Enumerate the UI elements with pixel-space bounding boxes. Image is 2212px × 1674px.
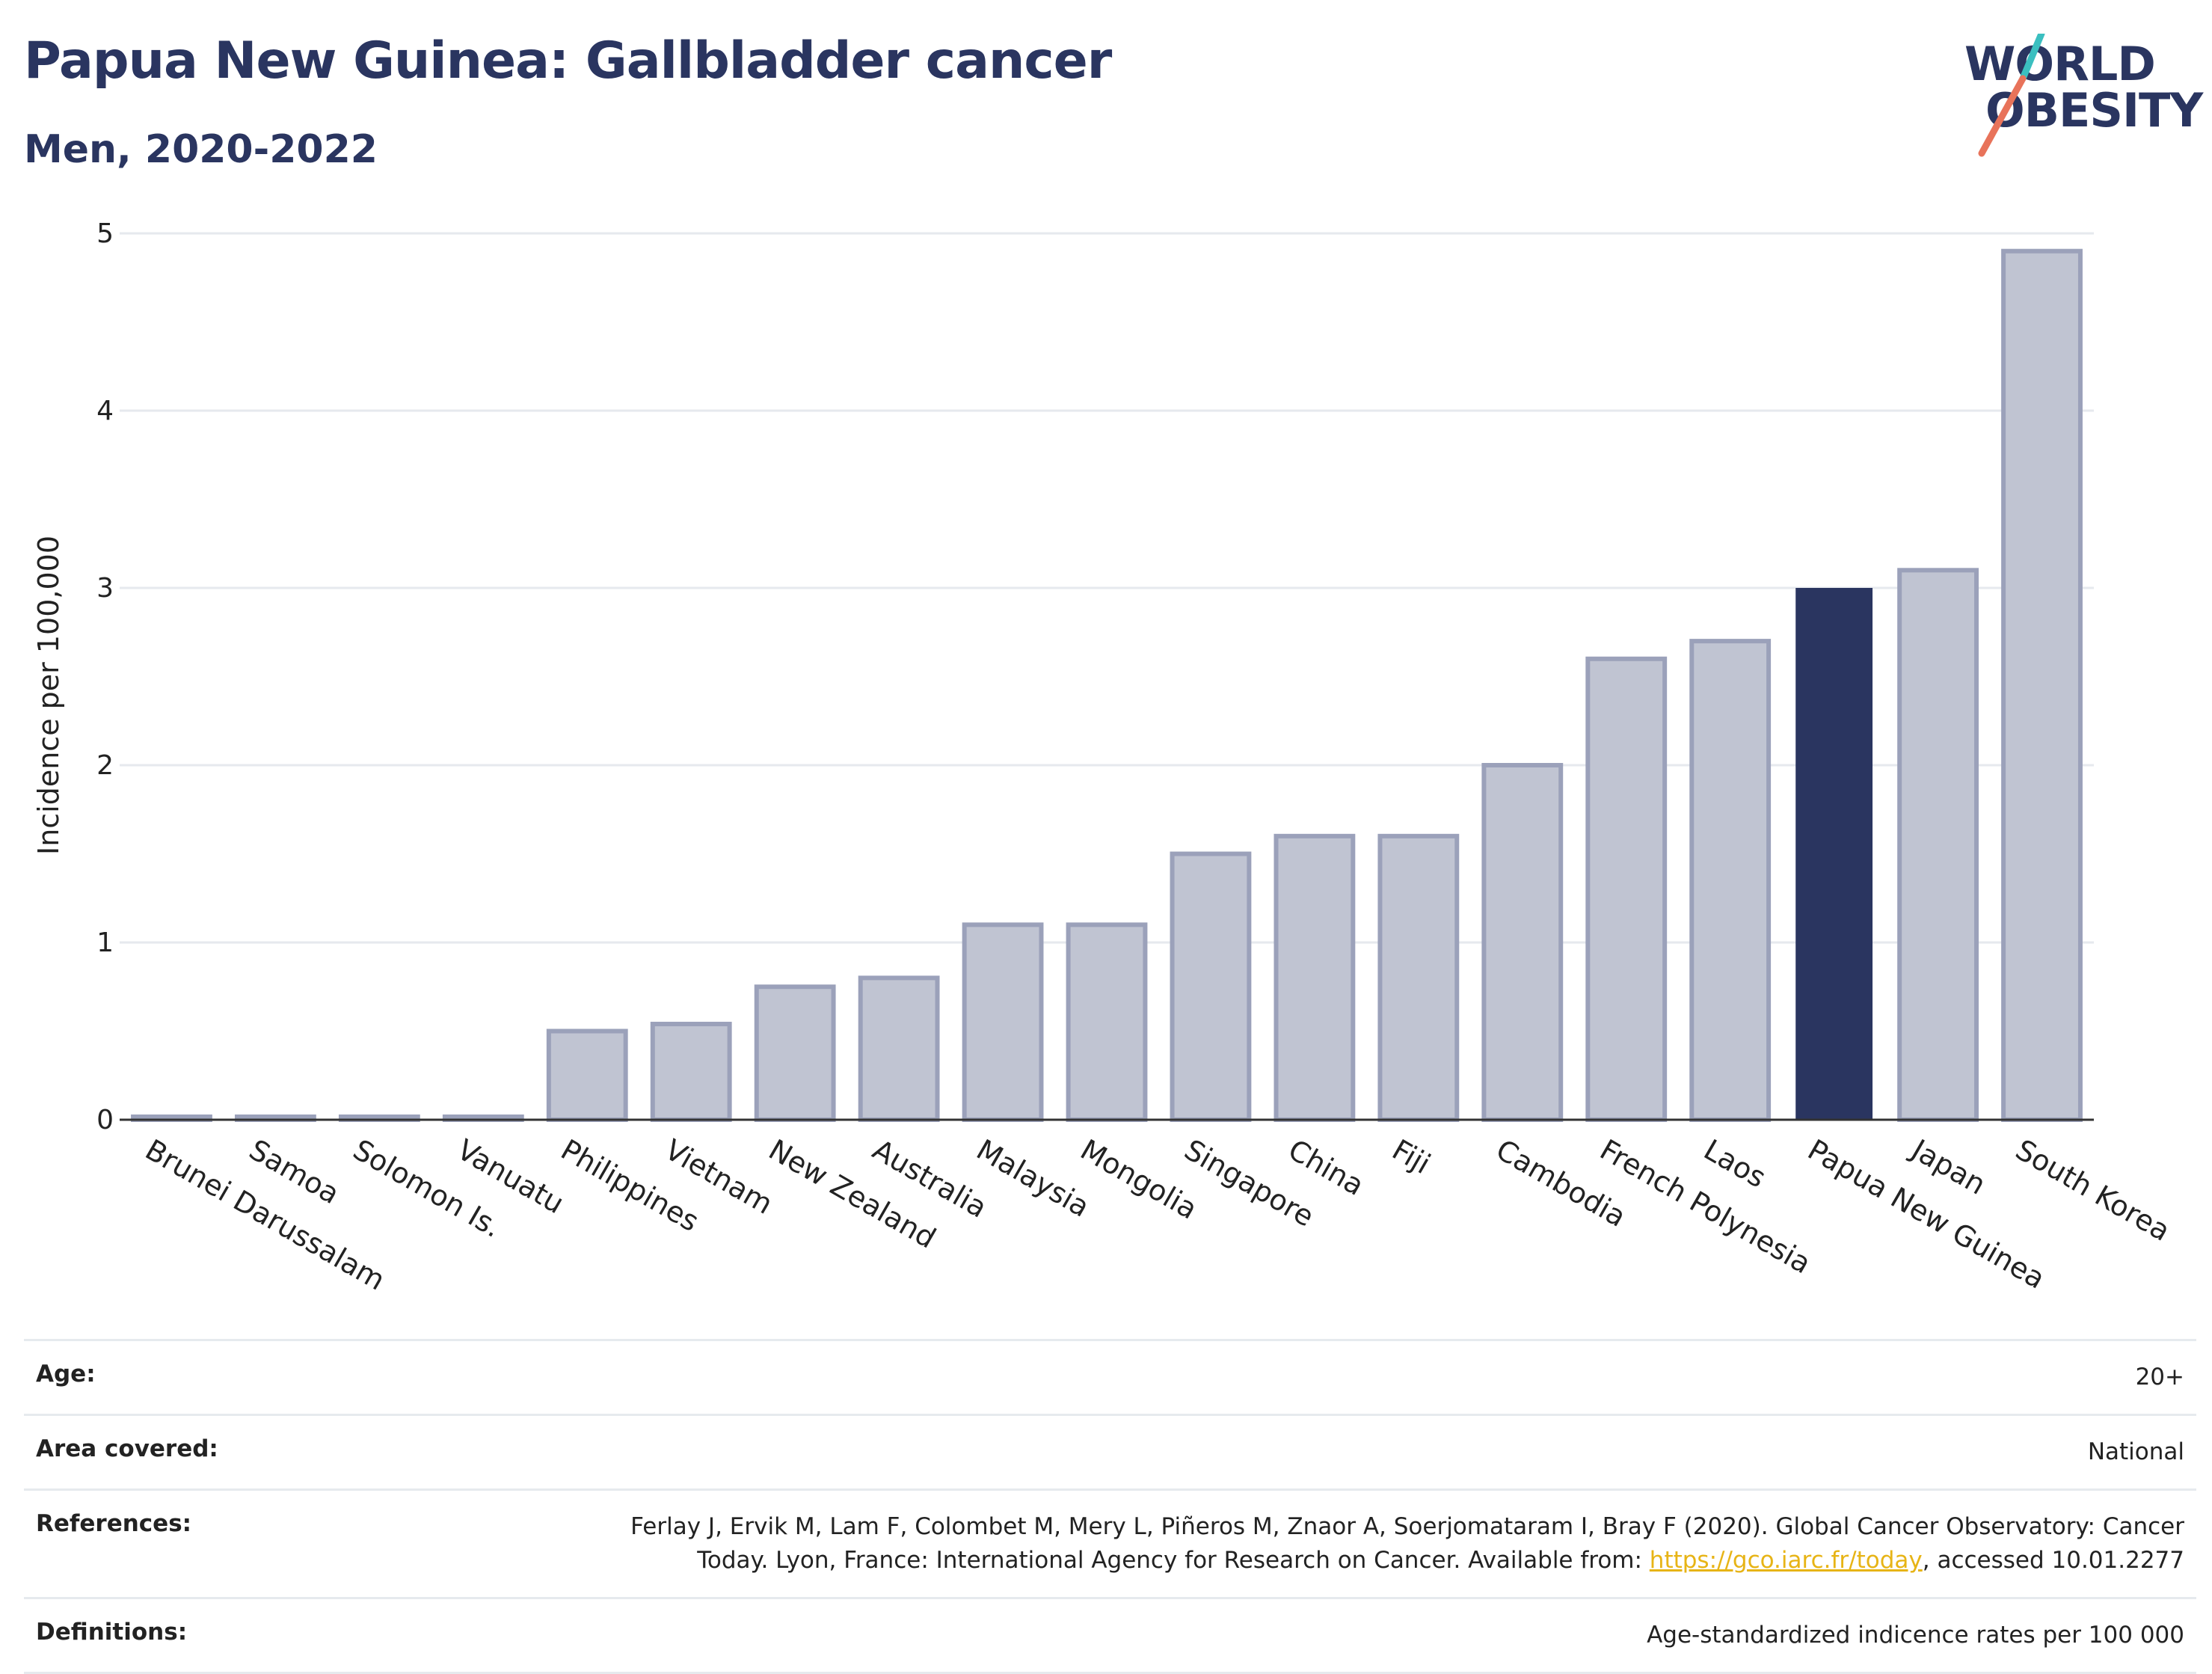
footer-row-age: Age: 20+ [24,1339,2196,1414]
bar-laos [1689,639,1772,1122]
x-tick-label: Fiji [1386,1133,1436,1180]
reference-text-1: Ferlay J, Ervik M, Lam F, Colombet M, Me… [630,1512,2184,1540]
x-tick-label: Mongolia [1075,1133,1203,1226]
bar-japan [1897,568,1979,1122]
chart-title: Papua New Guinea: Gallbladder cancer [24,31,1112,91]
bar-australia [858,975,940,1123]
reference-link[interactable]: https://gco.iarc.fr/today [1649,1546,1923,1574]
footer-table: Age: 20+ Area covered: National Referenc… [24,1339,2196,1674]
footer-label: Age: [36,1361,96,1388]
footer-label: References: [36,1509,192,1537]
y-tick-label: 4 [96,396,114,426]
logo-line-1: WORLD [1964,37,2156,91]
bar-cambodia [1481,763,1564,1122]
footer-value: National [2087,1438,2184,1465]
x-tick-label: Laos [1698,1133,1772,1195]
bar-south-korea [2001,248,2083,1123]
y-tick-label: 1 [96,928,114,958]
bar-new-zealand [754,984,836,1122]
bar-singapore [1170,851,1252,1122]
bar-mongolia [1066,922,1148,1123]
logo-slash-icon [1978,34,2045,157]
y-tick-label: 0 [96,1105,114,1135]
bar-philippines [546,1028,628,1122]
chart-subtitle: Men, 2020-2022 [24,127,378,172]
reference-text-3: , accessed 10.01.2277 [1922,1546,2184,1574]
footer-label: Definitions: [36,1618,188,1646]
footer-value: Ferlay J, Ervik M, Lam F, Colombet M, Me… [630,1510,2184,1578]
footer-label: Area covered: [36,1435,218,1462]
y-tick-label: 2 [96,750,114,781]
x-tick-label: South Korea [2010,1133,2175,1248]
y-tick-label: 5 [96,218,114,249]
bar-fiji [1377,833,1460,1123]
x-tick-label: Malaysia [971,1133,1096,1224]
footer-value: 20+ [2135,1364,2184,1391]
y-tick-label: 3 [96,573,114,604]
world-obesity-logo: WORLD OBESITY [1956,34,2203,161]
footer-row-definitions: Definitions: Age-standardized indicence … [24,1596,2196,1674]
reference-text-2: Today. Lyon, France: International Agenc… [697,1546,1650,1574]
bar-malaysia [962,922,1044,1123]
footer-row-area: Area covered: National [24,1413,2196,1488]
bar-papua-new-guinea [1795,588,1873,1120]
footer-value: Age-standardized indicence rates per 100… [1647,1621,2184,1649]
y-axis-label: Incidence per 100,000 [32,536,65,855]
bar-china [1274,833,1356,1123]
logo-line-2: OBESITY [1985,83,2203,138]
bar-vietnam [650,1022,732,1123]
bar-french-polynesia [1585,656,1668,1122]
footer-row-references: References: Ferlay J, Ervik M, Lam F, Co… [24,1488,2196,1597]
